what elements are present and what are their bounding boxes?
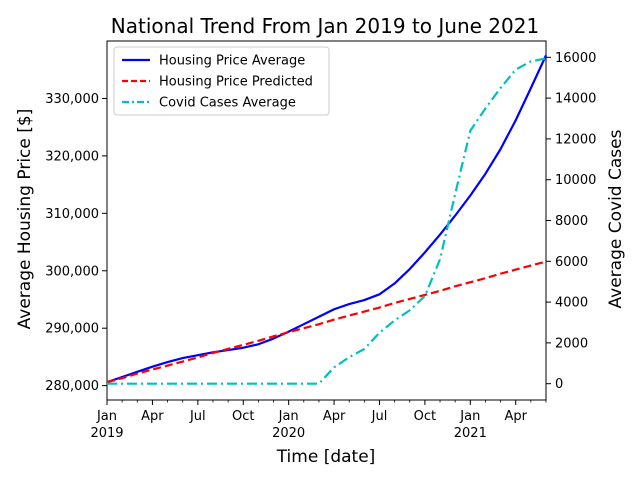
- legend-label-1: Housing Price Predicted: [159, 75, 313, 90]
- y-axis-label: Average Housing Price [$]: [15, 109, 35, 330]
- x-tick-label-7: Oct: [414, 409, 436, 424]
- y-tick-label-5: 330,000: [45, 92, 99, 107]
- legend-label-0: Housing Price Average: [159, 54, 305, 69]
- series-line-0: [106, 54, 547, 384]
- y-tick-label-3: 310,000: [45, 207, 99, 222]
- y2-tick-label-5: 10000: [555, 173, 596, 188]
- y2-tick-label-0: 0: [555, 377, 563, 392]
- y2-tick-label-6: 12000: [555, 132, 596, 147]
- x-tick-year-label-0: 2019: [90, 426, 123, 441]
- x-tick-label-3: Oct: [232, 409, 254, 424]
- x-axis-label: Time [date]: [276, 447, 376, 467]
- x-tick-label-1: Apr: [141, 409, 164, 424]
- y2-tick-label-2: 4000: [555, 296, 588, 311]
- x-tick-year-label-4: 2020: [272, 426, 305, 441]
- x-tick-label-0: Jan: [96, 409, 117, 424]
- x-tick-label-8: Jan: [459, 409, 480, 424]
- chart-title: National Trend From Jan 2019 to June 202…: [111, 14, 539, 38]
- y-tick-label-1: 290,000: [45, 322, 99, 337]
- x-tick-year-label-8: 2021: [454, 426, 487, 441]
- x-tick-label-4: Jan: [278, 409, 299, 424]
- x-tick-label-2: Jul: [189, 409, 206, 424]
- y2-tick-label-7: 14000: [555, 92, 596, 107]
- y2-tick-label-1: 2000: [555, 336, 588, 351]
- x-tick-label-9: Apr: [504, 409, 527, 424]
- legend-box: [113, 46, 330, 116]
- y-tick-label-2: 300,000: [45, 264, 99, 279]
- x-tick-label-5: Apr: [323, 409, 346, 424]
- x-tick-label-6: Jul: [371, 409, 388, 424]
- y2-axis-label: Average Covid Cases: [606, 129, 626, 308]
- legend-label-2: Covid Cases Average: [159, 96, 296, 111]
- series-line-2: [107, 57, 547, 385]
- series-line-1: [106, 260, 547, 384]
- y-tick-label-4: 320,000: [45, 149, 99, 164]
- y2-tick-label-4: 8000: [555, 214, 588, 229]
- y-tick-label-0: 280,000: [45, 379, 99, 394]
- y2-tick-label-8: 16000: [555, 51, 596, 66]
- plot-area: Jan 2019 Apr Jul Oct Jan 2020 Apr Jul Oct Jan 2021 A…: [45, 40, 596, 441]
- y2-tick-label-3: 6000: [555, 255, 588, 270]
